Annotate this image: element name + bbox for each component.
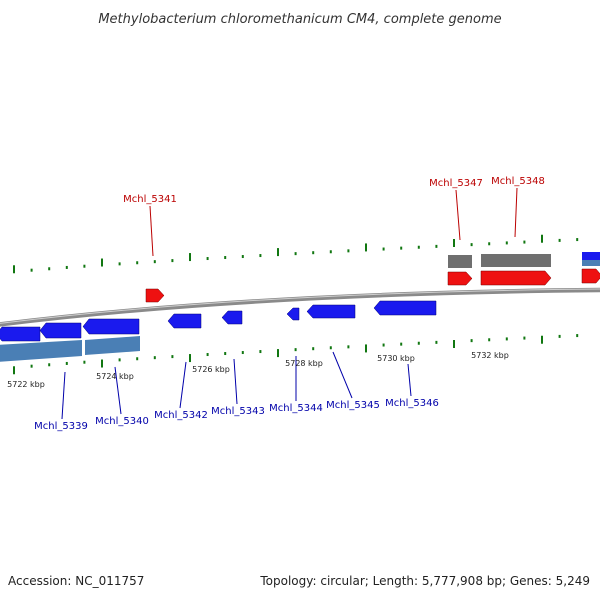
cds-bar: [85, 336, 140, 355]
gene-mchl-5339: [0, 326, 41, 342]
label-leader-lines: [61, 187, 518, 420]
scale-label: 5730 kbp: [377, 354, 415, 363]
leader-line: [233, 358, 238, 405]
gene-label-mchl-5345[interactable]: Mchl_5345: [326, 400, 380, 411]
gene-label-mchl-5341[interactable]: Mchl_5341: [123, 194, 177, 205]
leader-line: [407, 363, 412, 397]
leader-line: [332, 351, 353, 399]
gene-label-mchl-5342[interactable]: Mchl_5342: [154, 410, 208, 421]
leader-line: [179, 361, 187, 409]
gene-label-mchl-5339[interactable]: Mchl_5339: [34, 421, 88, 432]
leader-line: [455, 189, 461, 241]
lower-tick-row: [13, 334, 579, 375]
gene-mchl-5342: [167, 313, 202, 329]
accession-text: Accession: NC_011757: [8, 574, 145, 588]
genome-summary-text: Topology: circular; Length: 5,777,908 bp…: [260, 574, 590, 588]
genome-backbone-highlight: [0, 288, 600, 324]
scale-label: 5732 kbp: [471, 351, 509, 360]
reverse-gene-labels: Mchl_5339 Mchl_5340 Mchl_5342 Mchl_5343 …: [34, 398, 439, 432]
genome-backbone: [0, 287, 600, 327]
leader-line: [114, 366, 122, 415]
gene-label-mchl-5348[interactable]: Mchl_5348: [491, 176, 545, 187]
cds-bar: [0, 340, 82, 362]
leader-line: [149, 205, 154, 257]
gene-mchl-5346: [373, 300, 437, 316]
forward-gene-labels: Mchl_5341 Mchl_5347 Mchl_5348: [123, 176, 545, 205]
gene-reverse-edge: [582, 252, 600, 260]
gene-track: [0, 252, 600, 362]
gene-mchl-5340: [82, 318, 140, 335]
gene-mchl-5341: [145, 288, 165, 303]
scale-label: 5726 kbp: [192, 365, 230, 374]
gene-mchl-5347: [447, 271, 473, 286]
gene-mchl-5345: [306, 304, 356, 319]
gene-mchl-5348: [480, 270, 552, 286]
scale-label: 5722 kbp: [7, 380, 45, 389]
upper-tick-row: [13, 234, 579, 274]
rna-feature: [481, 254, 551, 267]
leader-line: [61, 371, 66, 420]
gene-label-mchl-5347[interactable]: Mchl_5347: [429, 178, 483, 189]
cds-bar-edge: [582, 260, 600, 266]
gene-mchl-5344: [286, 307, 300, 321]
gene-label-mchl-5344[interactable]: Mchl_5344: [269, 403, 323, 414]
rna-feature: [448, 255, 472, 268]
scale-label: 5728 kbp: [285, 359, 323, 368]
scale-labels: 5722 kbp 5724 kbp 5726 kbp 5728 kbp 5730…: [7, 351, 509, 389]
gene-label-mchl-5340[interactable]: Mchl_5340: [95, 416, 149, 427]
gene-reverse-a: [39, 322, 82, 339]
leader-line: [514, 187, 518, 238]
gene-label-mchl-5343[interactable]: Mchl_5343: [211, 406, 265, 417]
gene-mchl-5343: [221, 310, 243, 325]
gene-label-mchl-5346[interactable]: Mchl_5346: [385, 398, 439, 409]
gene-forward-edge: [581, 268, 600, 284]
scale-label: 5724 kbp: [96, 372, 134, 381]
map-title: Methylobacterium chloromethanicum CM4, c…: [98, 12, 501, 27]
